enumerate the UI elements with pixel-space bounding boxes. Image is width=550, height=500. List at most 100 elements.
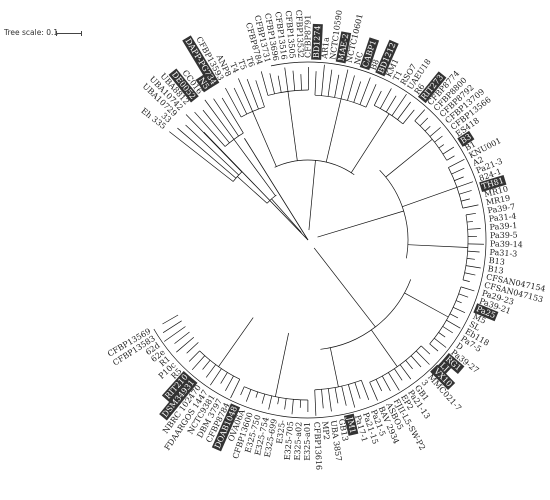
strain-label: E325-a01 (303, 422, 312, 461)
tree-branch (268, 395, 273, 410)
tree-branch (347, 75, 355, 101)
tree-branch (385, 138, 433, 178)
strain-label-text: CFBP13532 (294, 10, 305, 59)
tree-branch (424, 126, 431, 132)
tree-branch (327, 69, 333, 97)
tree-branch (454, 176, 464, 181)
tree-branch (240, 386, 245, 396)
tree-branch (467, 228, 481, 230)
highlight-box (182, 35, 220, 88)
strain-label-text: MP2 (320, 421, 331, 440)
tree-arc (153, 61, 487, 419)
tree-branch (350, 113, 390, 173)
strain-label-text: Pa39-7 (487, 202, 516, 215)
highlight-box (479, 174, 507, 192)
tree-branch (465, 265, 481, 269)
highlight-box (168, 68, 199, 103)
tree-branch (410, 355, 422, 368)
strain-label-text: CFBP13616 (312, 422, 323, 471)
tree-branch (446, 155, 455, 161)
tree-branch (314, 71, 317, 96)
strain-label: D (454, 341, 464, 352)
highlight-box (211, 403, 241, 452)
tree-branch (462, 279, 470, 282)
strain-label-text: Pa39-5 (490, 231, 518, 241)
strain-label-text: AR1a (320, 37, 331, 61)
tree-branch (420, 345, 431, 355)
tree-branch (460, 286, 475, 292)
tree-branch (414, 109, 426, 122)
tree-branch (465, 212, 476, 216)
tree-branch (162, 320, 182, 333)
strain-label-text: T6 (244, 56, 256, 69)
tree-branch (284, 398, 287, 410)
strain-label: Pa31-4 (488, 212, 517, 224)
highlight-box (457, 130, 475, 147)
tree-branch (210, 368, 222, 386)
strain-label: AR1a (320, 37, 331, 61)
tree-scale-label: Tree scale: 0.1 (4, 28, 59, 37)
tree-branch (277, 397, 280, 405)
tree-branch (380, 88, 392, 109)
tree-branch (458, 293, 469, 298)
strain-label: CFBP8791 (303, 15, 312, 58)
highlight-box (442, 353, 465, 374)
tree-branch (275, 332, 289, 397)
tree-branch (221, 97, 244, 134)
tree-branch (261, 393, 266, 404)
highlight-box (335, 31, 352, 64)
tree-branch (434, 135, 443, 143)
tree-branch (233, 139, 276, 196)
tree-branch (353, 81, 362, 103)
strain-label: 3 (420, 378, 430, 388)
tree-branch (269, 73, 275, 94)
strain-label: GB13 (337, 418, 350, 442)
tree-arc (320, 279, 412, 350)
strain-label: T1 (391, 69, 404, 82)
tree-branch (277, 75, 282, 93)
tree-branch (188, 350, 200, 362)
highlighted-strain-label: BD1274 (311, 23, 323, 60)
tree-branch (456, 181, 474, 188)
tree-branch (252, 111, 277, 167)
tree-branch (245, 389, 252, 402)
tree-branch (225, 87, 242, 118)
tree-branch (429, 127, 441, 137)
tree-branch (246, 78, 259, 110)
tree-branch (340, 69, 349, 99)
tree-branch (238, 78, 253, 112)
strain-label: T6 (244, 56, 256, 69)
leaf-labels: Eh 33533UBA10729UBA10742UBA8812DE0052CC0… (106, 10, 546, 471)
tree-branch (176, 337, 195, 353)
tree-branch (388, 372, 400, 391)
strain-label: Pa39-7 (487, 202, 516, 215)
tree-branch (325, 98, 342, 163)
highlight-box (311, 23, 323, 60)
tree-branch (434, 337, 447, 348)
strain-label-text: B13 (488, 256, 505, 267)
strain-label-text: T5 (236, 58, 248, 71)
tree-branch (220, 372, 228, 384)
tree-branch (174, 331, 190, 344)
tree-branch (360, 380, 370, 400)
tree-branch (308, 160, 316, 231)
tree-branch (162, 314, 179, 325)
strain-label: MP2 (320, 421, 331, 440)
strain-label: E325-a02 (293, 422, 304, 461)
highlighted-strain-label: MAE-2 (335, 31, 352, 64)
strain-label-text: Pa31-4 (488, 212, 517, 224)
tree-branch (348, 384, 356, 408)
highlight-box (343, 413, 359, 436)
tree-branch (225, 375, 234, 392)
tree-branch (271, 198, 302, 233)
tree-branch (321, 64, 325, 96)
strain-label: E325- (275, 419, 287, 444)
tree-branch (419, 117, 429, 127)
tree-branch (334, 74, 340, 98)
tree-branch (177, 127, 237, 179)
tree-branch (451, 167, 465, 175)
tree-branch (313, 247, 376, 328)
highlight-box (159, 376, 198, 421)
tree-branch (314, 389, 317, 416)
